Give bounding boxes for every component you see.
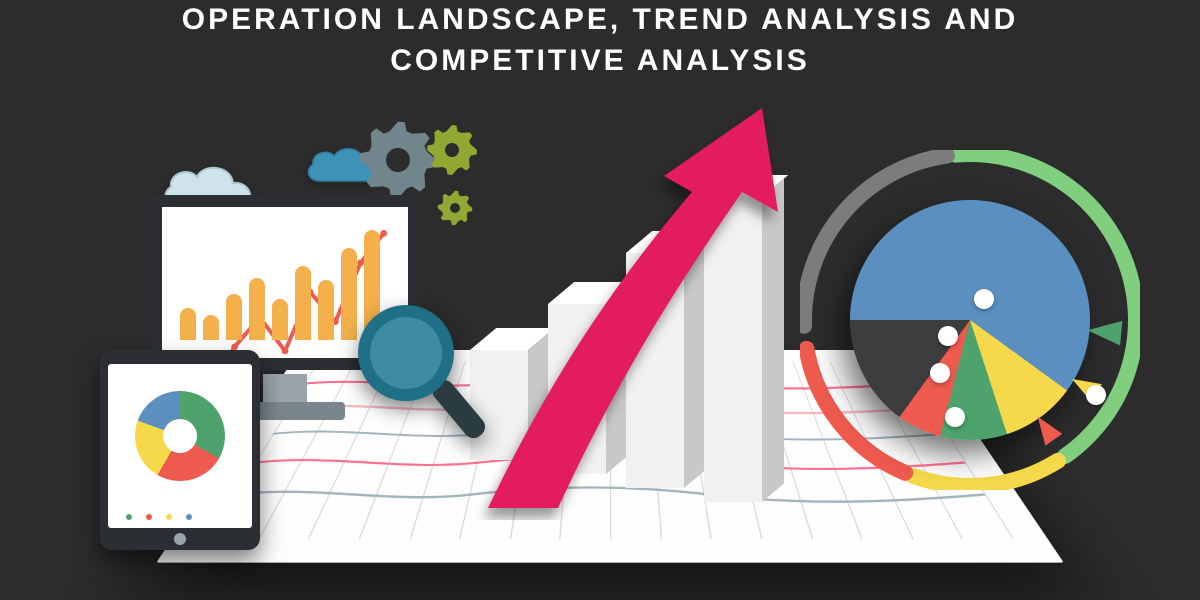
tablet-legend-dot: [146, 514, 152, 520]
tablet-donut-chart: [135, 391, 225, 481]
monitor-bar: [226, 294, 242, 340]
monitor-bar: [272, 299, 288, 340]
tablet: [100, 350, 260, 550]
pie-slice-label: [930, 363, 950, 383]
monitor-bar: [318, 280, 334, 340]
heading-line-3: COMPETITIVE ANALYSIS: [60, 41, 1140, 82]
tablet-legend-dot: [166, 514, 172, 520]
big-pie: [800, 150, 1140, 490]
monitor-bar: [249, 278, 265, 340]
tablet-legend-dot: [126, 514, 132, 520]
heading-line-2: OPERATION LANDSCAPE, TREND ANALYSIS AND: [60, 0, 1140, 41]
gear-icon: [437, 190, 473, 226]
pie-slice-label: [1086, 385, 1106, 405]
heading: OPERATION LANDSCAPE, TREND ANALYSIS AND …: [60, 0, 1140, 81]
growth-arrow-icon: [430, 100, 850, 520]
tablet-screen: [108, 364, 252, 528]
monitor-bar: [203, 315, 219, 340]
magnifier-icon: [358, 305, 478, 455]
monitor-bar: [341, 248, 357, 340]
infographic-stage: OPERATION LANDSCAPE, TREND ANALYSIS AND …: [0, 0, 1200, 600]
tablet-home-button: [174, 533, 186, 545]
gear-icon: [426, 124, 478, 176]
monitor-bar: [180, 308, 196, 340]
pie-slice-label: [974, 289, 994, 309]
tablet-legend-dot: [186, 514, 192, 520]
pie-slice-label: [938, 326, 958, 346]
monitor-bar: [295, 266, 311, 340]
